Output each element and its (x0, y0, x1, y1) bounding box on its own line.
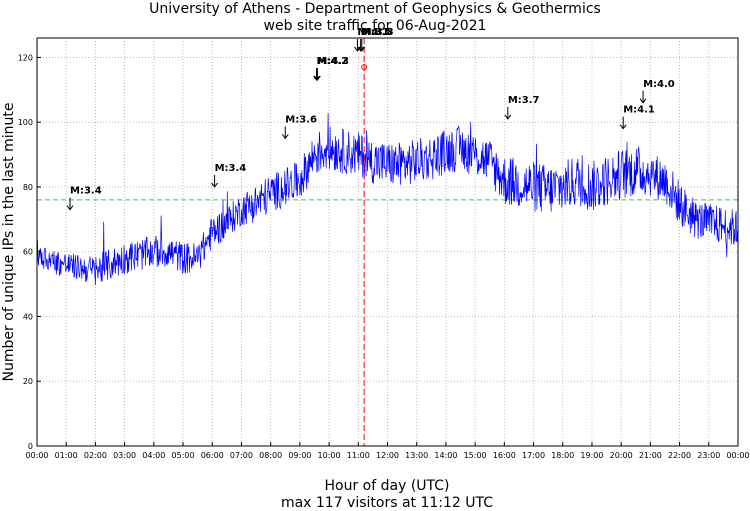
earthquake-arrowhead (504, 114, 512, 120)
x-tick-label: 05:00 (172, 451, 195, 460)
grid (37, 38, 738, 446)
x-tick-label: 14:00 (434, 451, 457, 460)
x-tick-label: 21:00 (639, 451, 662, 460)
x-tick-label: 16:00 (493, 451, 516, 460)
earthquake-arrowhead (313, 75, 320, 81)
x-tick-label: 17:00 (522, 451, 545, 460)
y-tick-label: 20 (23, 377, 33, 386)
chart-title: University of Athens - Department of Geo… (149, 1, 601, 17)
x-tick-label: 20:00 (610, 451, 633, 460)
x-tick-label: 11:00 (347, 451, 370, 460)
earthquake-label: M:3.4 (215, 163, 247, 174)
max-marker-group (361, 38, 368, 446)
earthquake-arrowhead (66, 205, 74, 211)
earthquake-label: M:3.7 (508, 95, 540, 106)
x-tick-label: 15:00 (464, 451, 487, 460)
earthquake-label: M:3.6 (285, 114, 317, 125)
x-tick-label: 18:00 (551, 451, 574, 460)
x-tick-label: 00:00 (726, 451, 749, 460)
earthquake-label: M:4.3 (317, 56, 349, 67)
series-group (36, 113, 738, 286)
earthquake-label: M:3.5 (361, 27, 393, 38)
y-tick-label: 40 (23, 312, 33, 321)
earthquake-label: M:4.1 (623, 105, 655, 116)
x-tick-label: 07:00 (230, 451, 253, 460)
y-axis-label: Number of unique IPs in the last minute (1, 103, 17, 382)
y-tick-label: 100 (18, 118, 33, 127)
earthquake-arrowhead (314, 75, 321, 81)
traffic-series-line (36, 113, 738, 286)
x-tick-label: 04:00 (142, 451, 165, 460)
y-tick-label: 0 (28, 442, 33, 451)
x-tick-label: 10:00 (318, 451, 341, 460)
x-tick-label: 06:00 (201, 451, 224, 460)
x-tick-label: 22:00 (668, 451, 691, 460)
earthquake-label: M:4.2 (317, 56, 349, 67)
y-tick-label: 80 (23, 183, 33, 192)
x-tick-label: 23:00 (697, 451, 720, 460)
earthquake-arrowhead (639, 98, 647, 104)
x-tick-label: 03:00 (113, 451, 136, 460)
earthquake-label: M:3.8 (362, 27, 394, 38)
earthquake-arrowhead (358, 46, 366, 52)
x-axis-label: Hour of day (UTC) (325, 478, 450, 494)
x-tick-label: 01:00 (55, 451, 78, 460)
y-tick-label: 60 (23, 248, 33, 257)
chart-subtitle: web site traffic for 06-Aug-2021 (264, 18, 487, 34)
y-ticks: 0 20 40 60 80 100 120 (18, 53, 41, 451)
earthquake-arrowhead (619, 124, 627, 130)
x-tick-label: 12:00 (376, 451, 399, 460)
earthquake-label: M:4.0 (643, 79, 675, 90)
earthquake-label: M:3.4 (70, 186, 102, 197)
earthquake-arrowhead (281, 134, 289, 140)
earthquake-arrowhead (357, 46, 365, 52)
earthquake-arrowhead (211, 182, 218, 188)
max-visitors-note: max 117 visitors at 11:12 UTC (281, 495, 493, 511)
x-tick-label: 19:00 (580, 451, 603, 460)
y-tick-label: 120 (18, 53, 33, 62)
max-point (361, 64, 368, 71)
x-ticks: 00:00 01:00 02:00 03:00 04:00 05:00 06:00 07:00… (25, 442, 750, 460)
x-tick-label: 09:00 (288, 451, 311, 460)
earthquake-markers: M:3.4M:3.4M:3.6M:4.2M:4.3M:4.1M:3.5M:3.8… (66, 27, 675, 211)
x-tick-label: 02:00 (84, 451, 107, 460)
x-tick-label: 08:00 (259, 451, 282, 460)
x-tick-label: 13:00 (405, 451, 428, 460)
x-tick-label: 00:00 (25, 451, 48, 460)
earthquake-label: M:4.1 (357, 27, 389, 38)
